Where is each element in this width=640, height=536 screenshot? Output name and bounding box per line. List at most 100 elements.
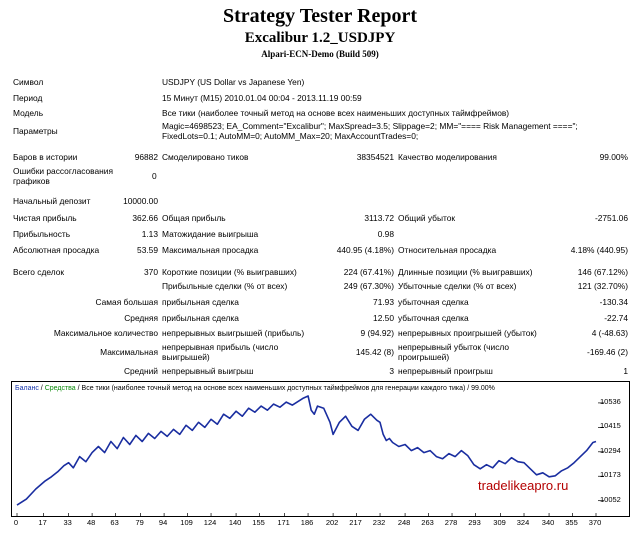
x-tick-label: 232 xyxy=(372,518,386,527)
average-profit-value: 12.50 xyxy=(373,313,394,323)
x-tick-label: 263 xyxy=(421,518,434,527)
x-tick-label: 33 xyxy=(63,518,72,527)
avg-consecutive-wins-value: 3 xyxy=(389,366,394,376)
symbol-label: Символ xyxy=(13,77,44,87)
symbol-value: USDJPY (US Dollar vs Japanese Yen) xyxy=(162,77,305,87)
ticks-value: 38354521 xyxy=(356,152,394,162)
legend-equity: Средства xyxy=(44,385,76,392)
x-tick-label: 248 xyxy=(397,518,411,527)
absolute-drawdown-value: 53.59 xyxy=(137,245,158,255)
loss-trades-value: 121 (32.70%) xyxy=(577,281,628,291)
ticks-label: Смоделировано тиков xyxy=(162,152,249,162)
x-tick-label: 217 xyxy=(349,518,362,527)
x-tick-label: 171 xyxy=(277,518,290,527)
x-tick-label: 109 xyxy=(180,518,193,527)
period-value: 15 Минут (M15) 2010.01.04 00:04 - 2013.1… xyxy=(162,93,362,103)
profit-factor-value: 1.13 xyxy=(141,229,158,239)
x-tick-label: 340 xyxy=(541,518,555,527)
params-label: Параметры xyxy=(13,126,58,136)
maximal-profit-label: непрерывная прибыль (число выигрышей) xyxy=(162,342,279,362)
x-tick-label: 124 xyxy=(203,518,217,527)
gross-loss-label: Общий убыток xyxy=(398,213,456,223)
max-count-label: Максимальное количество xyxy=(53,328,158,338)
errors-label: Ошибки рассогласования графиков xyxy=(13,166,114,186)
maximal-drawdown-label: Максимальная просадка xyxy=(162,245,259,255)
model-value: Все тики (наиболее точный метод на основ… xyxy=(162,108,510,118)
bars-value: 96882 xyxy=(134,152,158,162)
deposit-value: 10000.00 xyxy=(123,196,158,206)
largest-profit-label: прибыльная сделка xyxy=(162,297,239,307)
report-title: Strategy Tester Report xyxy=(222,5,418,27)
profit-trades-label: Прибыльные сделки (% от всех) xyxy=(162,281,288,291)
chart-legend: Баланс / Средства / Все тики (наиболее т… xyxy=(15,384,495,393)
average-profit-label: прибыльная сделка xyxy=(162,313,239,323)
x-tick-label: 202 xyxy=(325,518,339,527)
largest-loss-label: убыточная сделка xyxy=(398,297,469,307)
maximal-loss-label: непрерывный убыток (число проигрышей) xyxy=(398,342,510,362)
avg-consecutive-label: Средний xyxy=(123,366,158,376)
watermark: tradelikeapro.ru xyxy=(478,478,569,493)
report-table: Символ USDJPY (US Dollar vs Japanese Yen… xyxy=(0,66,640,378)
x-tick-label: 309 xyxy=(493,518,506,527)
x-tick-label: 293 xyxy=(468,518,481,527)
y-tick-label: 10052 xyxy=(600,494,621,504)
avg-consecutive-losses-value: 1 xyxy=(623,366,628,376)
x-tick-label: 155 xyxy=(252,518,265,527)
quality-label: Качество моделирования xyxy=(398,152,497,162)
average-label: Средняя xyxy=(124,313,158,323)
x-axis: 0 17 33 48 63 79 94 109 124 140 155 171 186 202 217 232… xyxy=(0,517,640,531)
balance-chart-svg xyxy=(16,395,604,516)
short-positions-value: 224 (67.41%) xyxy=(343,267,394,277)
total-trades-label: Всего сделок xyxy=(13,267,65,277)
x-tick-label: 278 xyxy=(444,518,458,527)
quality-value: 99.00% xyxy=(599,152,628,162)
avg-consecutive-losses-label: непрерывный проигрыш xyxy=(398,366,493,376)
server-info: Alpari-ECN-Demo (Build 509) xyxy=(261,49,379,59)
largest-label: Самая большая xyxy=(95,297,158,307)
max-consecutive-losses-label: непрерывных проигрышей (убыток) xyxy=(398,328,537,338)
average-loss-label: убыточная сделка xyxy=(398,313,469,323)
expected-payoff-value: 0.98 xyxy=(377,229,394,239)
avg-consecutive-wins-label: непрерывный выигрыш xyxy=(162,366,254,376)
legend-separator: / xyxy=(38,385,45,392)
x-tick-label: 48 xyxy=(86,518,96,527)
long-positions-value: 146 (67.12%) xyxy=(577,267,628,277)
gross-profit-label: Общая прибыль xyxy=(162,213,226,223)
total-trades-value: 370 xyxy=(144,267,158,277)
largest-loss-value: -130.34 xyxy=(599,297,628,307)
relative-drawdown-label: Относительная просадка xyxy=(398,245,497,255)
maximal-label: Максимальная xyxy=(100,347,158,357)
x-tick-label: 79 xyxy=(135,518,144,527)
profit-factor-label: Прибыльность xyxy=(13,229,71,239)
x-tick-label: 94 xyxy=(158,518,168,527)
errors-value: 0 xyxy=(152,171,157,181)
maximal-drawdown-value: 440.95 (4.18%) xyxy=(336,245,394,255)
relative-drawdown-value: 4.18% (440.95) xyxy=(570,245,628,255)
balance-series-line xyxy=(16,395,597,506)
maximal-loss-value: -169.46 (2) xyxy=(587,347,628,357)
loss-trades-label: Убыточные сделки (% от всех) xyxy=(398,281,517,291)
max-consecutive-wins-value: 9 (94.92) xyxy=(360,328,394,338)
maximal-profit-value: 145.42 (8) xyxy=(355,347,394,357)
balance-chart: Баланс / Средства / Все тики (наиболее т… xyxy=(11,381,630,517)
y-tick-label: 10173 xyxy=(600,470,621,480)
max-consecutive-wins-label: непрерывных выигрышей (прибыль) xyxy=(162,328,305,338)
report-header: Strategy Tester Report Excalibur 1.2_USD… xyxy=(0,0,640,60)
x-tick-label: 140 xyxy=(228,518,242,527)
x-tick-label: 63 xyxy=(110,518,119,527)
period-label: Период xyxy=(13,93,43,103)
params-value: Magic=4698523; EA_Comment="Excalibur"; M… xyxy=(162,121,578,141)
y-tick-label: 10294 xyxy=(600,445,621,455)
gross-profit-value: 3113.72 xyxy=(364,213,394,223)
x-tick-label: 0 xyxy=(13,518,19,527)
x-tick-label: 370 xyxy=(588,518,602,527)
model-label: Модель xyxy=(13,108,44,118)
x-tick-label: 324 xyxy=(516,518,530,527)
net-profit-value: 362.66 xyxy=(132,213,158,223)
y-tick-label: 10415 xyxy=(600,421,621,431)
expert-name: Excalibur 1.2_USDJPY xyxy=(244,30,396,46)
average-loss-value: -22.74 xyxy=(604,313,628,323)
legend-balance: Баланс xyxy=(15,385,39,392)
x-tick-label: 17 xyxy=(38,518,47,527)
y-tick-label: 10536 xyxy=(600,396,621,406)
